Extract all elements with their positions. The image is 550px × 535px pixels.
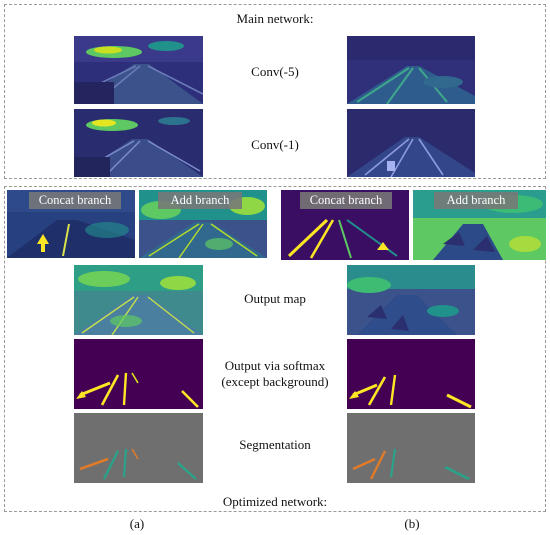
segmentation-label: Segmentation: [239, 437, 311, 452]
softmax-output-a: [74, 339, 203, 409]
add-branch-tag-a: Add branch: [158, 192, 242, 209]
conv1-feature-map-b: [347, 109, 475, 177]
segmentation-b: [347, 413, 475, 483]
output-map-label: Output map: [244, 291, 306, 306]
conv5-feature-map-a: [74, 36, 203, 104]
main-network-title: Main network:: [236, 11, 314, 26]
conv1-label: Conv(-1): [251, 137, 299, 152]
add-branch-tag-b: Add branch: [434, 192, 518, 209]
concat-branch-tag-b: Concat branch: [300, 192, 392, 209]
optimized-network-title: Optimized network:: [222, 494, 328, 509]
column-a-caption: (a): [129, 516, 145, 531]
column-b-caption: (b): [404, 516, 420, 531]
main-network-frame: [4, 4, 546, 179]
output-map-b: [347, 265, 475, 335]
concat-branch-tag-a: Concat branch: [29, 192, 121, 209]
output-map-a: [74, 265, 203, 335]
softmax-label-line2: (except background): [221, 374, 329, 389]
optimized-network-frame: [4, 186, 546, 512]
segmentation-a: [74, 413, 203, 483]
softmax-output-b: [347, 339, 475, 409]
conv5-feature-map-b: [347, 36, 475, 104]
conv5-label: Conv(-5): [251, 64, 299, 79]
softmax-label-line1: Output via softmax: [224, 358, 326, 373]
conv1-feature-map-a: [74, 109, 203, 177]
